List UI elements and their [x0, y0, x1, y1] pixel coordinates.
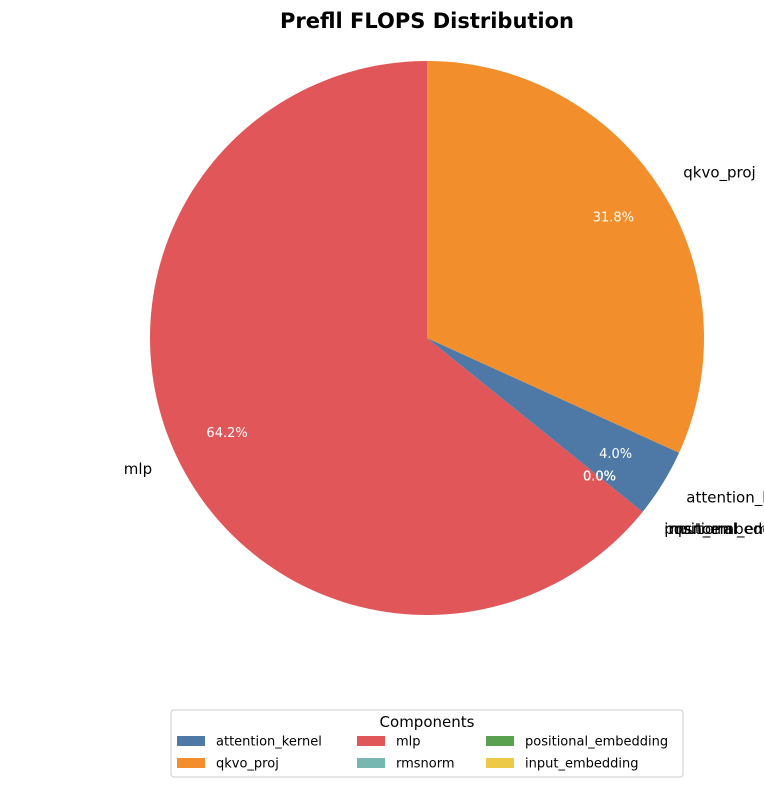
legend-label-input-embedding: input_embedding [525, 757, 638, 772]
slice-label-rmsnorm: rmsnorm [664, 520, 732, 538]
legend-frame [170, 709, 684, 778]
legend-swatch-input-embedding [486, 758, 514, 768]
pie-slice-qkvo-proj [427, 61, 704, 453]
slice-percent-rmsnorm: 0.0% [583, 470, 616, 485]
pie-slices [149, 61, 704, 615]
legend-label-rmsnorm: rmsnorm [396, 757, 455, 772]
slice-label-positional-embedding: positional_embedding [664, 520, 764, 539]
slice-percent-input-embedding: 0.0% [583, 470, 616, 485]
legend-entries: attention_kernel qkvo_proj mlp rmsnorm posit… [177, 735, 668, 772]
legend: Components attention_kernel qkvo_proj mlp r… [170, 709, 684, 778]
legend-label-attention-kernel: attention_kernel [216, 735, 322, 750]
legend-swatch-mlp [357, 736, 385, 746]
legend-swatch-positional-embedding [486, 736, 514, 746]
slice-label-qkvo-proj: qkvo_proj [683, 164, 755, 183]
slice-percent-attention-kernel: 4.0% [599, 447, 632, 462]
legend-title: Components [380, 713, 475, 731]
slice-percent-qkvo-proj: 31.8% [593, 211, 634, 226]
pie-labels: mlp64.2%rmsnorm0.0%positional_embedding0… [124, 164, 764, 539]
slice-percent-positional-embedding: 0.0% [583, 470, 616, 485]
legend-label-positional-embedding: positional_embedding [525, 735, 668, 750]
legend-swatch-attention-kernel [177, 736, 205, 746]
legend-label-qkvo-proj: qkvo_proj [216, 757, 279, 772]
slice-label-attention-kernel: attention_kernel [686, 489, 764, 508]
slice-percent-mlp: 64.2% [206, 426, 247, 441]
legend-label-mlp: mlp [396, 735, 421, 750]
legend-swatch-qkvo-proj [177, 758, 205, 768]
legend-swatch-rmsnorm [357, 758, 385, 768]
slice-label-input-embedding: input_embedding [664, 520, 764, 539]
pie-slice-mlp [149, 61, 643, 615]
slice-label-mlp: mlp [124, 460, 152, 478]
pie-slice-attention-kernel [427, 338, 680, 512]
chart-title: Prefll FLOPS Distribution [280, 9, 574, 33]
